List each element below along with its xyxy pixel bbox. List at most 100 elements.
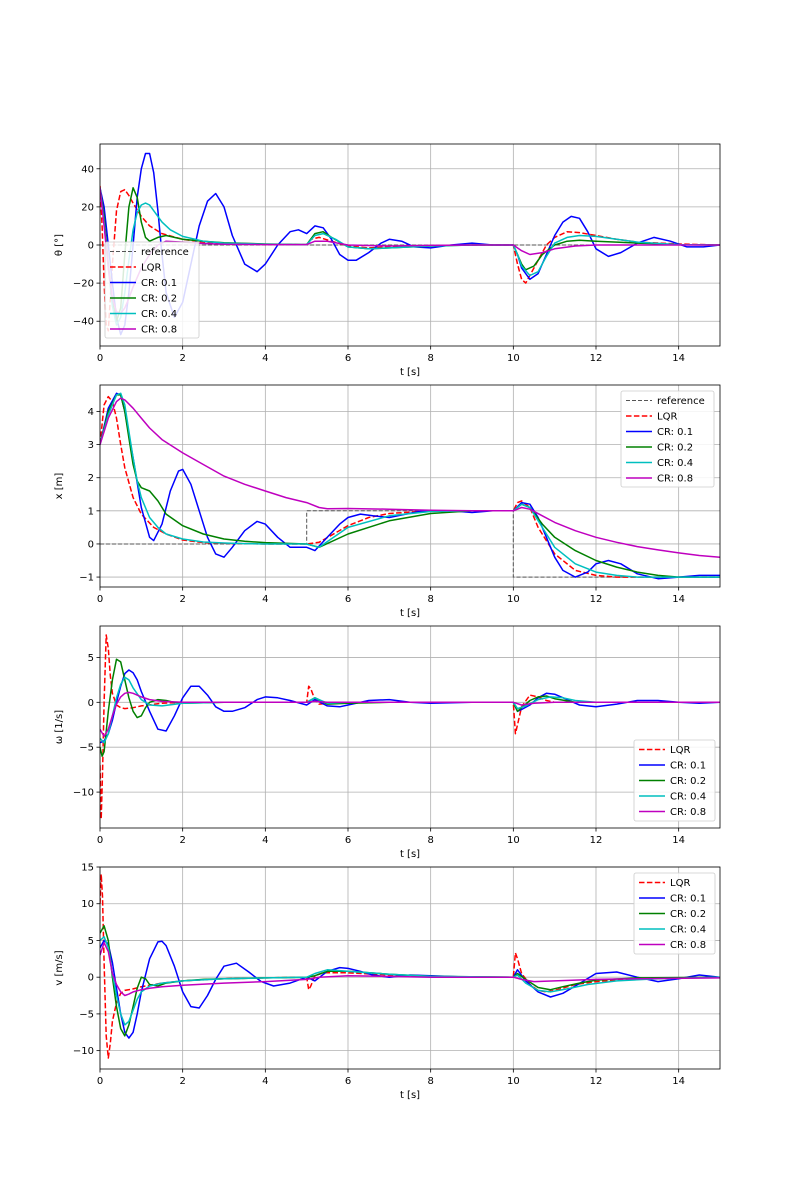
y-tick-label: 3 [88, 440, 94, 451]
legend-label: LQR [657, 412, 677, 423]
y-tick-label: 5 [88, 653, 94, 664]
legend-label: CR: 0.4 [670, 925, 706, 936]
y-tick-label: 1 [88, 506, 94, 517]
y-tick-label: −10 [73, 1046, 94, 1057]
x-tick-label: 12 [590, 353, 603, 364]
legend: reference LQR CR: 0.1 CR: 0.2 CR: 0.4 CR: 0.8 [104, 241, 200, 339]
x-tick-label: 12 [590, 1076, 603, 1087]
series-line-cr-0-1 [100, 669, 720, 744]
series-line-cr-0-4 [100, 936, 720, 1026]
x-tick-label: 14 [672, 353, 685, 364]
series-line-cr-0-4 [100, 392, 720, 578]
x-tick-label: 4 [262, 594, 268, 605]
x-tick-label: 14 [672, 594, 685, 605]
y-tick-label: −40 [73, 317, 94, 328]
x-tick-label: 12 [590, 835, 603, 846]
x-tick-label: 10 [507, 1076, 520, 1087]
subplot-omega: 0 2 4 6 8 10 12 14 −10 −5 0 5 t [s] ω [1/s] LQR CR: 0.1… [54, 625, 721, 860]
reference-line [100, 510, 720, 578]
y-tick-label: 0 [88, 241, 94, 252]
subplot-theta: 0 2 4 6 8 10 12 14 −40 −20 0 20 40 t [s] θ [°] referenc… [54, 143, 721, 378]
plot-area [100, 392, 720, 580]
axes-frame [99, 143, 721, 347]
x-tick-label: 6 [345, 1076, 351, 1087]
legend-label: reference [141, 247, 189, 258]
y-tick-label: −1 [79, 573, 94, 584]
x-tick-label: 10 [507, 353, 520, 364]
x-tick-label: 0 [97, 353, 103, 364]
legend-label: CR: 0.4 [670, 792, 706, 803]
series-line-cr-0-2 [100, 187, 720, 322]
x-tick-label: 0 [97, 594, 103, 605]
series-line-lqr [100, 873, 720, 1059]
series-line-cr-0-1 [100, 152, 720, 336]
x-tick-label: 14 [672, 835, 685, 846]
x-tick-label: 0 [97, 835, 103, 846]
axes-frame [99, 625, 721, 829]
legend: LQR CR: 0.1 CR: 0.2 CR: 0.4 CR: 0.8 [633, 739, 716, 822]
y-tick-label: 0 [88, 973, 94, 984]
x-tick-label: 2 [179, 353, 185, 364]
y-tick-label: 20 [81, 202, 94, 213]
x-tick-label: 4 [262, 1076, 268, 1087]
x-tick-label: 6 [345, 353, 351, 364]
x-tick-label: 6 [345, 835, 351, 846]
x-tick-label: 12 [590, 594, 603, 605]
series-line-cr-0-8 [100, 691, 720, 738]
legend: LQR CR: 0.1 CR: 0.2 CR: 0.4 CR: 0.8 [633, 872, 716, 955]
x-axis-label: t [s] [400, 849, 420, 860]
legend-label: CR: 0.4 [657, 458, 693, 469]
series-line-cr-0-2 [100, 658, 720, 757]
y-tick-label: 0 [88, 539, 94, 550]
y-tick-label: −5 [79, 1009, 94, 1020]
series-line-cr-0-1 [100, 939, 720, 1039]
y-tick-label: −10 [73, 788, 94, 799]
x-axis-label: t [s] [400, 367, 420, 378]
legend-label: CR: 0.1 [141, 278, 177, 289]
legend-label: CR: 0.8 [670, 807, 706, 818]
y-axis-label: ω [1/s] [54, 710, 65, 744]
subplot-v: 0 2 4 6 8 10 12 14 −10 −5 0 5 10 15 t [s] v [m/s] LQR CR:… [54, 863, 721, 1101]
series-line-lqr [100, 185, 720, 332]
y-tick-label: 15 [81, 863, 94, 874]
series-line-cr-0-1 [100, 392, 720, 580]
legend-label: CR: 0.8 [657, 474, 693, 485]
series-line-cr-0-8 [100, 941, 720, 997]
axes-frame [99, 384, 721, 588]
x-tick-label: 14 [672, 1076, 685, 1087]
axes-frame [99, 866, 721, 1070]
y-tick-label: −20 [73, 279, 94, 290]
y-tick-label: 5 [88, 936, 94, 947]
legend-label: CR: 0.2 [670, 909, 706, 920]
x-tick-label: 10 [507, 594, 520, 605]
y-tick-label: 2 [88, 473, 94, 484]
y-tick-label: 4 [88, 407, 94, 418]
series-line-lqr [100, 395, 720, 578]
legend-label: reference [657, 396, 705, 407]
plot-area [100, 873, 720, 1059]
legend-label: CR: 0.2 [670, 776, 706, 787]
x-tick-label: 8 [427, 594, 433, 605]
x-tick-label: 8 [427, 353, 433, 364]
y-tick-label: 40 [81, 164, 94, 175]
y-axis-label: θ [°] [54, 234, 65, 256]
series-line-cr-0-4 [100, 676, 720, 744]
series-line-cr-0-8 [100, 397, 720, 558]
y-tick-label: −5 [79, 743, 94, 754]
x-axis-label: t [s] [400, 608, 420, 619]
x-tick-label: 6 [345, 594, 351, 605]
y-axis-label: x [m] [54, 473, 65, 500]
legend: reference LQR CR: 0.1 CR: 0.2 CR: 0.4 CR: 0.8 [620, 390, 715, 488]
legend-label: CR: 0.4 [141, 309, 177, 320]
legend-label: CR: 0.8 [141, 325, 177, 336]
x-tick-label: 8 [427, 1076, 433, 1087]
legend-label: CR: 0.2 [141, 294, 177, 305]
y-tick-label: 0 [88, 698, 94, 709]
legend-label: LQR [141, 263, 161, 274]
x-tick-label: 2 [179, 594, 185, 605]
x-tick-label: 2 [179, 835, 185, 846]
x-tick-label: 10 [507, 835, 520, 846]
x-axis-label: t [s] [400, 1090, 420, 1101]
